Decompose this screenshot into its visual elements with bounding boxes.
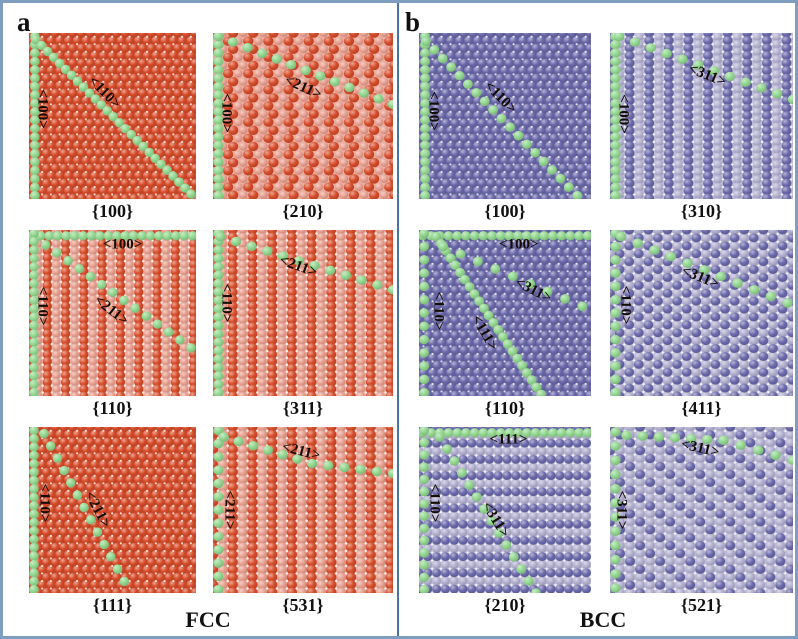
plane-label: {100}	[419, 201, 591, 222]
tile-fcc-210: <100> <211>	[213, 33, 393, 199]
plane-label: {100}	[29, 201, 196, 222]
direction-label: <100>	[499, 237, 539, 252]
direction-label: <100>	[425, 91, 440, 131]
atom-lattice-canvas	[213, 33, 393, 199]
tile-bcc-521: <311> <311>	[610, 427, 793, 593]
tile-bcc-411: <110> <311>	[610, 230, 793, 396]
direction-label: <110>	[430, 292, 445, 331]
tile-fcc-111: <110> <211>	[29, 427, 196, 593]
lattice-label-bcc: BCC	[503, 609, 703, 631]
direction-label: <100>	[103, 237, 143, 252]
direction-label: <110>	[37, 484, 52, 523]
direction-label: <211>	[222, 491, 237, 530]
plane-label: {110}	[29, 398, 196, 419]
atom-lattice-canvas	[29, 33, 196, 199]
tile-fcc-311: <110> <211>	[213, 230, 393, 396]
plane-label: {110}	[419, 398, 591, 419]
atom-lattice-canvas	[610, 230, 793, 396]
plane-label: {210}	[213, 201, 393, 222]
atom-lattice-canvas	[213, 230, 393, 396]
direction-label: <110>	[617, 285, 632, 324]
panel-letter-a: a	[17, 9, 31, 36]
atom-lattice-canvas	[610, 33, 793, 199]
atom-lattice-canvas	[29, 427, 196, 593]
tile-bcc-110: <100> <110> <311> <111>	[419, 230, 591, 396]
direction-label: <100>	[35, 90, 50, 130]
panel-divider	[397, 3, 399, 636]
atom-lattice-canvas	[419, 427, 591, 593]
plane-label: {311}	[213, 398, 393, 419]
tile-fcc-100: <100> <110>	[29, 33, 196, 199]
tile-fcc-531: <211> <211>	[213, 427, 393, 593]
panel-letter-b: b	[405, 9, 420, 36]
lattice-label-fcc: FCC	[108, 609, 308, 631]
tile-bcc-100: <100> <110>	[419, 33, 591, 199]
atom-lattice-canvas	[419, 33, 591, 199]
direction-label: <110>	[218, 284, 233, 323]
tile-fcc-110: <100> <110> <211>	[29, 230, 196, 396]
direction-label: <110>	[427, 484, 442, 523]
direction-label: <100>	[615, 95, 630, 135]
direction-label: <110>	[35, 287, 50, 326]
tile-bcc-310: <100> <311>	[610, 33, 793, 199]
direction-label: <311>	[613, 491, 628, 530]
direction-label: <111>	[489, 433, 527, 448]
direction-label: <100>	[218, 93, 233, 133]
plane-label: {310}	[610, 201, 793, 222]
plane-label: {411}	[610, 398, 793, 419]
tile-bcc-210: <111> <110> <311>	[419, 427, 591, 593]
